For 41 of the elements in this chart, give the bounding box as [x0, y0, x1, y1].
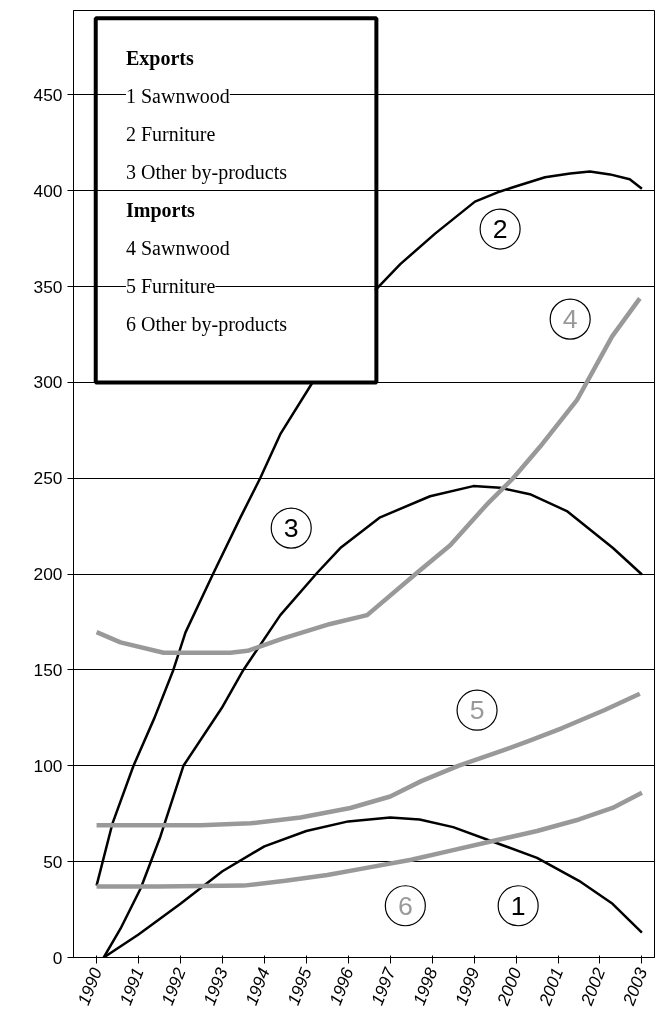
x-tick-label: 1992: [157, 964, 190, 1009]
x-tick-label: 1993: [199, 964, 232, 1009]
x-tick-label: 1991: [115, 964, 148, 1009]
annotation: 4 Sawnwood: [125, 236, 230, 259]
y-tick-label: 400: [33, 180, 63, 201]
y-tick-label: 50: [43, 851, 63, 872]
annotation: 2: [492, 214, 508, 245]
y-tick-label: 250: [33, 468, 63, 489]
y-tick-label: 450: [33, 84, 63, 105]
x-tick-label: 2003: [618, 964, 652, 1009]
x-tick-label: 1997: [366, 963, 401, 1009]
line-series: [94, 790, 645, 889]
x-tick-label: 2001: [534, 964, 568, 1009]
y-tick-label: 0: [52, 947, 63, 968]
y-tick-label: 150: [33, 659, 63, 680]
annotation: Exports: [125, 46, 194, 70]
annotation: 1: [510, 890, 526, 921]
annotation: Imports: [125, 198, 196, 222]
annotation: 4: [562, 304, 578, 335]
x-tick-label: 2000: [492, 964, 526, 1009]
x-tick-label: 1996: [324, 964, 358, 1009]
y-tick-label: 300: [33, 372, 63, 393]
line-series: [94, 691, 643, 828]
y-tick-label: 200: [33, 564, 63, 585]
annotation: 5: [469, 695, 485, 726]
y-tick-label: 100: [33, 755, 63, 776]
x-tick-label: 2002: [576, 964, 610, 1009]
line-series: [94, 296, 643, 655]
x-tick-label: 1990: [73, 964, 107, 1009]
annotation: 1 Sawnwood: [125, 84, 230, 107]
annotation: 3: [283, 513, 299, 544]
x-tick-label: 1999: [450, 964, 484, 1009]
annotation: 5 Furniture: [125, 274, 216, 297]
x-tick-label: 1995: [283, 964, 316, 1009]
annotation: 6 Other by-products: [125, 312, 288, 336]
x-tick-label: 1994: [241, 964, 274, 1009]
annotation: 3 Other by-products: [125, 160, 288, 184]
y-tick-label: 350: [33, 276, 63, 297]
annotation: 2 Furniture: [125, 122, 216, 145]
x-tick-label: 1998: [408, 964, 442, 1009]
annotation: 6: [397, 890, 413, 921]
